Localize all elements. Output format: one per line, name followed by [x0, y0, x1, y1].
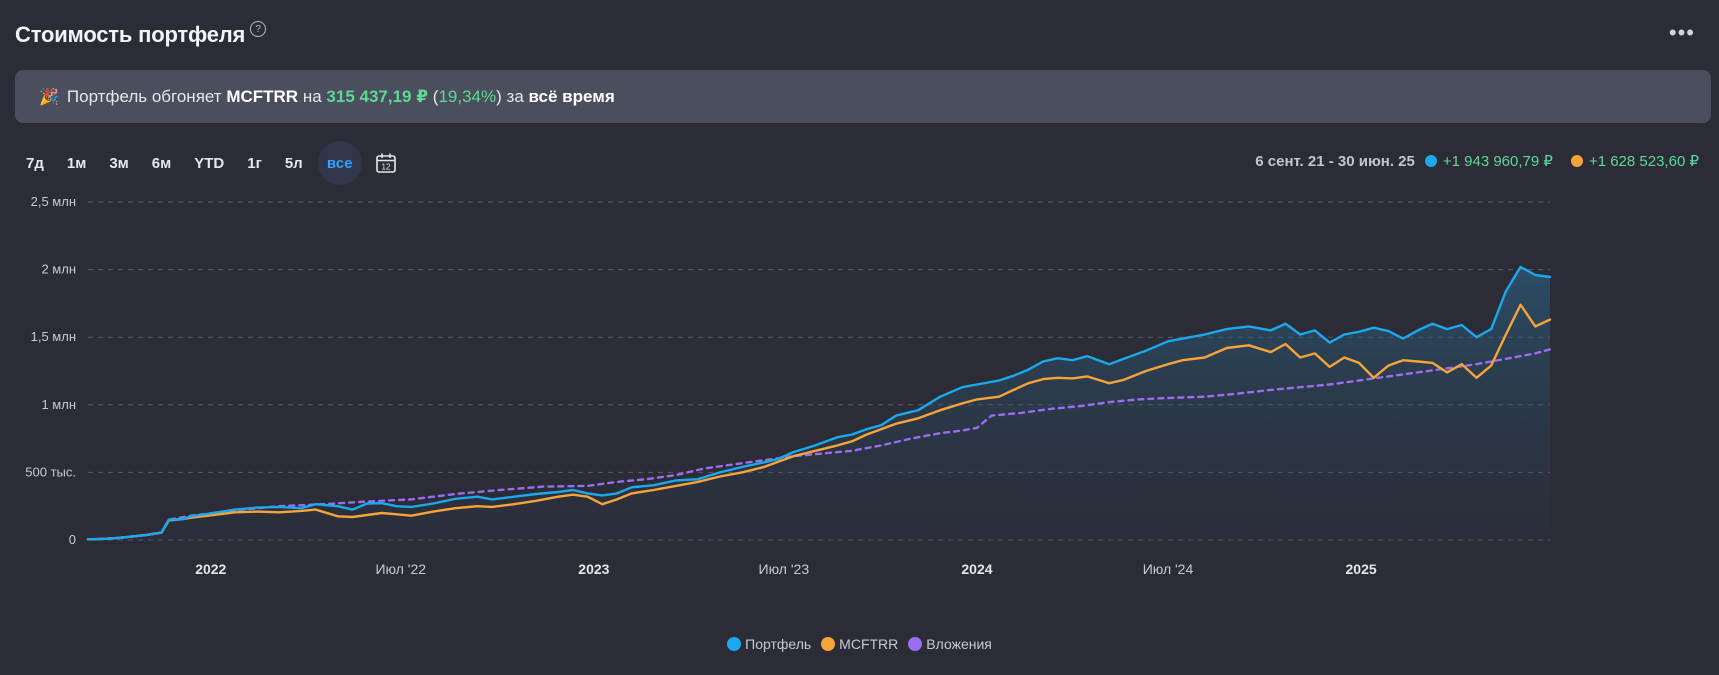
benchmark-dot-icon [1570, 155, 1583, 167]
page-title: Стоимость портфеля [15, 22, 246, 47]
x-tick-label: Июл '24 [1143, 561, 1194, 577]
legend-dot-icon [821, 637, 836, 651]
banner-period: всё время [528, 86, 615, 106]
banner-percent: 19,34% [438, 86, 497, 106]
y-tick-label: 2 млн [41, 262, 76, 277]
legend-dot-icon [727, 637, 742, 651]
x-tick-label: 2025 [1346, 561, 1377, 577]
x-tick-label: 2022 [195, 561, 226, 577]
period-ytd-button[interactable]: YTD [194, 154, 225, 172]
portfolio-area [88, 266, 1550, 540]
mcftrr-line [86, 303, 1552, 541]
banner-middle: на [302, 86, 322, 106]
y-tick-label: 500 тыс. [25, 464, 76, 479]
chart-legend: Портфель MCFTRR Вложения [0, 636, 1719, 652]
portfolio-chart[interactable]: 0 500 тыс. 1 млн 1,5 млн 2 млн 2,5 млн 2022 Июл… [0, 190, 1719, 630]
period-selector: 7д 1м 3м 6м YTD 1г 5л все 12 [18, 141, 397, 185]
banner-prefix: Портфель обгоняет [66, 86, 222, 106]
period-3m-button[interactable]: 3м [109, 154, 129, 172]
portfolio-line [86, 265, 1552, 541]
x-tick-label: 2024 [961, 561, 992, 577]
legend-label: MCFTRR [839, 636, 899, 652]
legend-item-invested[interactable]: Вложения [908, 636, 992, 652]
more-dots-icon[interactable]: ••• [1668, 20, 1695, 45]
banner-paren-close: ) [496, 86, 502, 106]
banner-suffix: за [506, 86, 524, 106]
legend-label: Вложения [926, 636, 992, 652]
date-range: 6 сент. 21 - 30 июн. 25 [1255, 152, 1415, 170]
portfolio-dot-icon [1424, 155, 1437, 167]
x-tick-label: Июл '23 [759, 561, 810, 577]
banner-paren-open: ( [432, 86, 439, 106]
portfolio-change: +1 943 960,79 ₽ [1442, 153, 1553, 170]
y-tick-label: 0 [69, 532, 76, 547]
comparison-banner: 🎉 Портфель обгоняет MCFTRR на 315 437,19… [15, 70, 1711, 123]
calendar-day: 12 [381, 163, 390, 172]
banner-benchmark: MCFTRR [226, 86, 299, 106]
period-7d-button[interactable]: 7д [26, 154, 44, 172]
party-popper-icon: 🎉 [39, 88, 59, 106]
legend-dot-icon [908, 637, 923, 651]
period-6m-button[interactable]: 6м [151, 154, 172, 172]
period-1y-button[interactable]: 1г [247, 154, 262, 172]
y-tick-label: 1 млн [41, 397, 76, 412]
banner-amount: 315 437,19 ₽ [326, 86, 429, 106]
period-5y-button[interactable]: 5л [284, 154, 303, 172]
y-tick-label: 2,5 млн [31, 194, 76, 209]
x-tick-label: Июл '22 [375, 561, 426, 577]
period-all-button[interactable]: все [317, 141, 362, 185]
legend-label: Портфель [745, 636, 812, 652]
x-tick-label: 2023 [578, 561, 609, 577]
benchmark-change: +1 628 523,60 ₽ [1588, 153, 1699, 170]
period-1m-button[interactable]: 1м [66, 154, 87, 172]
legend-item-portfolio[interactable]: Портфель [727, 636, 811, 652]
calendar-icon[interactable]: 12 [375, 152, 397, 174]
question-circle-icon[interactable]: ? [250, 21, 267, 37]
legend-item-mcftrr[interactable]: MCFTRR [821, 636, 898, 652]
y-tick-label: 1,5 млн [31, 329, 76, 344]
chart-header: Стоимость портфеля ? [15, 18, 267, 52]
range-summary: 6 сент. 21 - 30 июн. 25 +1 943 960,79 ₽ … [1255, 152, 1699, 171]
